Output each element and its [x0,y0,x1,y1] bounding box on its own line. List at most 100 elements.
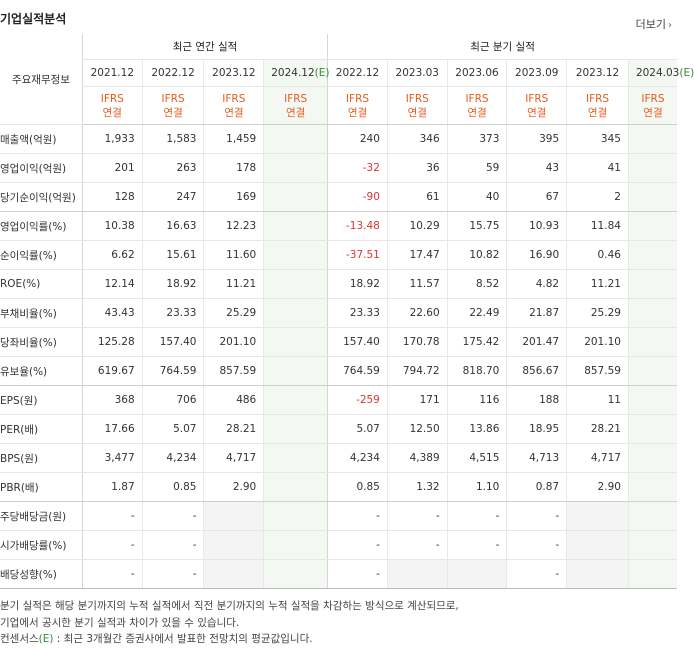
table-cell: 128 [81,182,143,212]
table-cell [627,472,677,502]
table-cell: 5.07 [327,414,388,444]
table-cell: 4,234 [141,443,204,473]
table-cell: 61 [386,182,448,212]
ifrs-basis-header: IFRS 연결 [81,86,143,125]
table-cell: 0.85 [327,472,388,502]
table-cell [263,124,328,154]
table-cell [386,559,448,589]
table-cell: 59 [446,153,507,183]
more-label: 더보기 [635,18,666,31]
table-cell: 794.72 [386,356,448,386]
table-cell [263,327,328,357]
row-label: ROE(%) [0,269,83,299]
table-cell: 125.28 [81,327,143,357]
table-cell: 4,717 [566,443,629,473]
table-cell: - [506,530,567,560]
table-cell: 4.82 [506,269,567,299]
table-cell: -90 [327,182,388,212]
table-cell: - [506,501,567,531]
table-cell: 2 [566,182,629,212]
table-cell: 6.62 [81,240,143,270]
table-row: PER(배) 17.66 5.07 28.21 5.07 12.50 13.86 18.95 2… [0,414,677,444]
quarter-period-header: 2024.03(E) [627,59,694,87]
table-row: 당좌비율(%) 125.28 157.40 201.10 157.40 170.78 175… [0,327,677,357]
table-cell: 201.47 [506,327,567,357]
table-cell: - [81,530,143,560]
table-cell [263,559,328,589]
table-cell: 178 [203,153,264,183]
row-label: 부채비율(%) [0,298,83,328]
consolidated-label: 연결 [286,106,306,119]
table-cell [627,153,677,183]
table-cell: 619.67 [81,356,143,386]
table-cell: 1,459 [203,124,264,154]
table-row: ROE(%) 12.14 18.92 11.21 18.92 11.57 8.52 4.82 1… [0,269,677,299]
footnote-line: 기업에서 공시한 분기 실적과 차이가 있을 수 있습니다. [0,616,240,629]
table-cell: 16.90 [506,240,567,270]
row-label: 배당성향(%) [0,559,83,589]
table-cell: 169 [203,182,264,212]
quarter-period-header: 2023.06 [446,59,507,87]
table-cell: 8.52 [446,269,507,299]
footnote-line: 분기 실적은 해당 분기까지의 누적 실적에서 직전 분기까지의 누적 실적을 … [0,600,459,612]
table-row: 유보율(%) 619.67 764.59 857.59 764.59 794.72 818.… [0,356,677,386]
consolidated-label: 연결 [163,106,183,119]
table-cell: 2.90 [566,472,629,502]
ifrs-label: IFRS [641,92,665,105]
table-cell: 395 [506,124,567,154]
table-cell: 4,389 [386,443,448,473]
financial-summary-table: 주요재무정보 최근 연간 실적 최근 분기 실적 2021.12 2022.12 2… [0,34,694,589]
table-cell: 4,234 [327,443,388,473]
table-cell: 4,515 [446,443,507,473]
table-cell: 15.75 [446,211,507,241]
ifrs-basis-header: IFRS 연결 [627,86,677,125]
table-cell: 240 [327,124,388,154]
table-cell [627,414,677,444]
period-label: 2024.12 [271,67,315,79]
table-cell: 486 [203,385,264,415]
period-label: 2023.09 [515,67,559,79]
period-label: 2024.03 [635,67,680,79]
table-row: 주당배당금(원) - - - - - - [0,501,677,531]
ifrs-label: IFRS [284,92,308,105]
quarter-group-header: 최근 분기 실적 [327,34,677,60]
table-cell [627,559,677,589]
table-cell: 28.21 [203,414,264,444]
table-row: 영업이익률(%) 10.38 16.63 12.23 -13.48 10.29 15.75 1… [0,211,677,241]
table-cell: 116 [446,385,507,415]
table-cell [263,182,328,212]
table-cell: 764.59 [327,356,388,386]
table-cell: 11.21 [566,269,629,299]
row-label: 매출액(억원) [0,124,83,154]
row-label: 순이익률(%) [0,240,83,270]
more-link[interactable]: 더보기 › [636,16,672,32]
table-cell [263,356,328,386]
row-label: 영업이익률(%) [0,211,83,241]
table-cell [627,298,677,328]
table-cell: 373 [446,124,507,154]
ifrs-basis-header: IFRS 연결 [566,86,629,125]
table-cell: -13.48 [327,211,388,241]
table-cell: 857.59 [203,356,264,386]
table-row: 매출액(억원) 1,933 1,583 1,459 240 346 373 395 345 [0,124,677,154]
table-cell [263,153,328,183]
table-cell [627,269,677,299]
ifrs-label: IFRS [585,92,610,105]
table-cell: 25.29 [203,298,264,328]
quarter-period-header: 2023.12 [566,59,629,87]
table-cell: 15.61 [141,240,204,270]
table-cell [263,240,328,270]
annual-period-header: 2024.12(E) [263,59,329,87]
ifrs-basis-header: IFRS 연결 [203,86,264,125]
table-cell: 2.90 [203,472,264,502]
table-cell [627,182,677,212]
table-cell: 22.60 [386,298,448,328]
table-cell [263,269,328,299]
table-cell: 3,477 [81,443,143,473]
ifrs-label: IFRS [405,92,429,105]
table-cell: 22.49 [446,298,507,328]
table-cell [263,501,328,531]
table-cell: 18.95 [506,414,567,444]
table-cell: 10.93 [506,211,567,241]
table-cell: 188 [506,385,567,415]
